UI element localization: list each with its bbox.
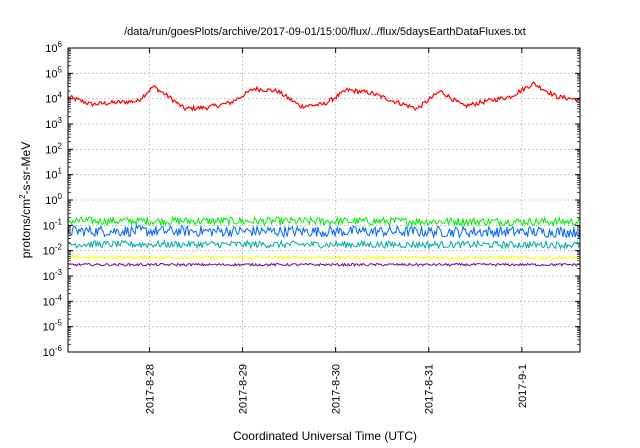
y-tick-label: 101 [45,167,62,182]
data-series [67,81,581,267]
chart-title: /data/run/goesPlots/archive/2017-09-01/1… [124,26,526,38]
x-tick-label: 2017-8-31 [424,364,436,414]
series-line-6 [67,262,581,267]
series-line-5 [67,254,581,261]
series-line-3 [67,223,581,239]
ticks: 10-6 10-5 10-4 10-3 10-2 10-1 100 101 102 103 104 1… [43,40,580,414]
y-tick-label: 102 [45,141,62,156]
y-tick-label: 100 [45,192,62,207]
grid [68,48,580,352]
y-tick-label: 106 [45,40,62,55]
series-line-1 [67,81,581,112]
y-axis-label: protons/cm2-s-sr-MeV [18,142,33,258]
x-axis-label: Coordinated Universal Time (UTC) [233,429,417,443]
x-tick-label: 2017-9-1 [517,364,529,408]
series-line-4 [67,239,581,250]
y-tick-label: 105 [45,65,62,80]
y-tick-label: 10-1 [43,217,63,232]
x-tick-label: 2017-8-29 [238,364,250,414]
y-tick-label: 104 [45,91,62,106]
y-axis-title: protons/cm2-s-sr-MeV [18,142,33,258]
y-tick-label: 103 [45,116,62,131]
y-tick-label: 10-6 [43,344,63,359]
x-tick-label: 2017-8-30 [331,364,343,414]
y-tick-label: 10-4 [43,293,63,308]
y-tick-label: 10-2 [43,243,63,258]
y-tick-label: 10-5 [43,319,63,334]
series-line-2 [67,215,581,228]
x-tick-label: 2017-8-28 [144,364,156,414]
y-tick-label: 10-3 [43,268,63,283]
